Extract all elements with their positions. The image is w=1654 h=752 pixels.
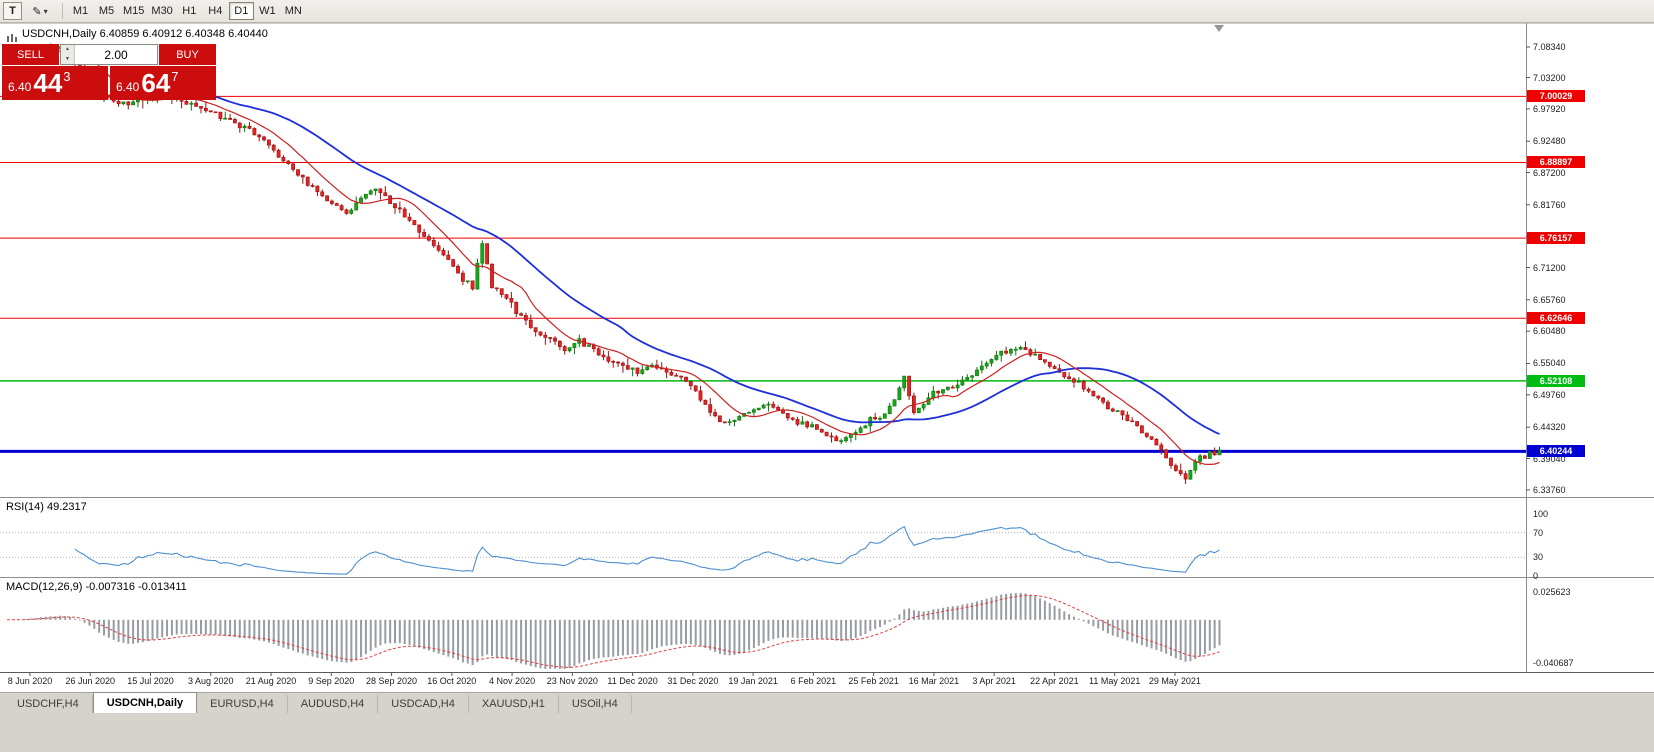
buy-price-big: 64 [141, 68, 171, 98]
sell-price-prefix: 6.40 [8, 80, 32, 94]
chart-title-ohlc: USDCNH,Daily 6.40859 6.40912 6.40348 6.4… [22, 28, 268, 40]
tab-usdcnh-daily[interactable]: USDCNH,Daily [92, 692, 198, 713]
tab-usoil-h4[interactable]: USOil,H4 [559, 695, 632, 713]
timeframe-mn-button[interactable]: MN [284, 5, 302, 17]
tab-usdchf-h4[interactable]: USDCHF,H4 [4, 695, 93, 713]
timeframe-m5-button[interactable]: M5 [98, 5, 115, 17]
toolbar-separator [62, 3, 63, 19]
timeframe-m15-button[interactable]: M15 [123, 5, 145, 17]
toolbar-t-button[interactable]: T [3, 2, 22, 20]
one-click-trading-panel: SELL ▲ ▼ BUY 6.40 44 3 6.40 64 7 [2, 44, 216, 100]
timeframe-w1-button[interactable]: W1 [259, 5, 276, 17]
buy-price-button[interactable]: 6.40 64 7 [110, 66, 216, 100]
pencil-icon: ✎ [32, 5, 42, 18]
chart-shift-marker [1214, 25, 1224, 32]
timeframe-d1-button[interactable]: D1 [228, 2, 254, 20]
draw-tool-button[interactable]: ✎ ▾ [23, 2, 57, 20]
buy-price-pipette: 7 [171, 69, 179, 84]
volume-input[interactable] [75, 45, 157, 64]
volume-stepper[interactable]: ▲ ▼ [61, 45, 75, 64]
tab-eurusd-h4[interactable]: EURUSD,H4 [197, 695, 288, 713]
top-toolbar: T ✎ ▾ M1 M5 M15 M30 H1 H4 D1 W1 MN [0, 0, 1654, 23]
volume-box: ▲ ▼ [60, 44, 158, 65]
sell-price-pipette: 3 [63, 69, 71, 84]
dropdown-arrow-icon: ▾ [43, 6, 48, 16]
sell-price-button[interactable]: 6.40 44 3 [2, 66, 108, 100]
tab-usdcad-h4[interactable]: USDCAD,H4 [378, 695, 469, 713]
rsi-label: RSI(14) 49.2317 [6, 501, 87, 513]
macd-label: MACD(12,26,9) -0.007316 -0.013411 [6, 581, 187, 593]
timeframe-h1-button[interactable]: H1 [182, 5, 197, 17]
timeframe-m1-button[interactable]: M1 [72, 5, 89, 17]
sell-button[interactable]: SELL [2, 44, 59, 65]
stepper-up-icon[interactable]: ▲ [65, 46, 70, 52]
chart-icon [6, 30, 18, 48]
chart-tab-bar: USDCHF,H4 USDCNH,Daily EURUSD,H4 AUDUSD,… [0, 692, 1654, 713]
buy-button[interactable]: BUY [159, 44, 216, 65]
tab-xauusd-h1[interactable]: XAUUSD,H1 [469, 695, 559, 713]
timeframe-m30-button[interactable]: M30 [151, 5, 173, 17]
tab-audusd-h4[interactable]: AUDUSD,H4 [288, 695, 379, 713]
stepper-down-icon[interactable]: ▼ [65, 55, 70, 62]
timeframe-h4-button[interactable]: H4 [208, 5, 223, 17]
sell-price-big: 44 [33, 68, 63, 98]
buy-price-prefix: 6.40 [116, 80, 140, 94]
